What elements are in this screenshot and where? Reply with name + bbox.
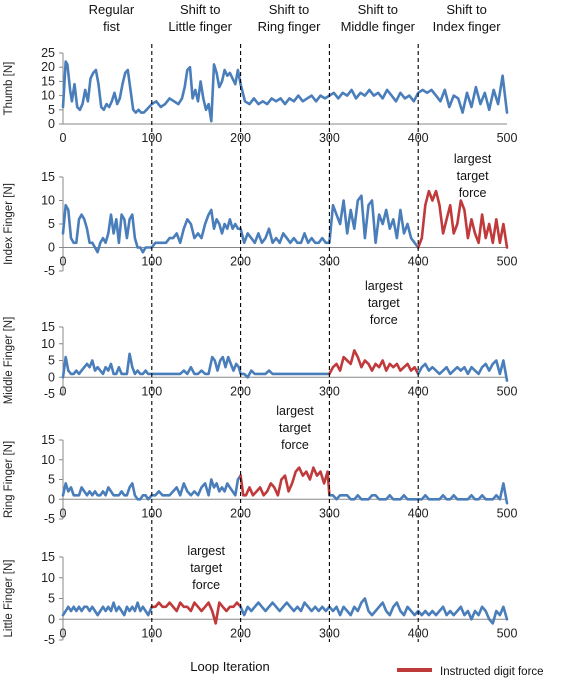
y-tick-label: 10 (41, 453, 55, 467)
x-tick-label: 500 (497, 255, 518, 269)
y-tick-label: 0 (48, 370, 55, 384)
force-line (61, 601, 154, 617)
y-tick-label: 15 (41, 170, 55, 184)
x-tick-label: 0 (60, 255, 67, 269)
force-line (416, 359, 509, 382)
x-tick-label: 400 (408, 384, 429, 398)
y-tick-label: 5 (48, 354, 55, 368)
x-tick-label: 500 (497, 384, 518, 398)
y-tick-label: 0 (48, 612, 55, 626)
x-tick-label: 200 (230, 384, 251, 398)
phase-header: Little finger (168, 19, 232, 34)
x-tick-label: 100 (141, 384, 162, 398)
largest-target-force-annotation: largest (365, 279, 403, 293)
instructed-force-line (150, 601, 242, 625)
largest-target-force-annotation: target (368, 296, 400, 310)
force-line (61, 352, 331, 379)
y-tick-label: 0 (48, 241, 55, 255)
legend-label: Instructed digit force (440, 666, 544, 678)
force-line (239, 597, 509, 625)
y-tick-label: 15 (41, 433, 55, 447)
y-tick-label: 10 (41, 337, 55, 351)
largest-target-force-annotation: largest (276, 404, 314, 418)
x-tick-label: 0 (60, 626, 67, 640)
y-tick-label: 0 (48, 117, 55, 131)
phase-header: Shift to (269, 2, 309, 17)
instructed-force-line (416, 189, 509, 249)
x-tick-label: 0 (60, 506, 67, 520)
x-tick-label: 500 (497, 506, 518, 520)
y-tick-label: 15 (41, 320, 55, 334)
force-line (61, 194, 420, 254)
y-tick-label: 5 (48, 217, 55, 231)
x-tick-label: 0 (60, 131, 67, 145)
largest-target-force-annotation: force (281, 438, 309, 452)
phase-header: Regular (89, 2, 135, 17)
y-tick-label: 20 (41, 60, 55, 74)
y-tick-label: -5 (44, 512, 55, 526)
y-axis-label: Index Finger [N] (3, 183, 15, 265)
y-axis-label: Thumb [N] (3, 62, 15, 116)
x-tick-label: 500 (497, 626, 518, 640)
y-axis-label: Middle Finger [N] (3, 317, 15, 405)
y-tick-label: 10 (41, 89, 55, 103)
phase-header: Ring finger (258, 19, 322, 34)
panel-2: -5 0 5 10 15 0 100 200 300 400 500 Middle Finger [N… (3, 279, 517, 404)
x-tick-label: 300 (319, 384, 340, 398)
largest-target-force-annotation: force (370, 313, 398, 327)
y-tick-label: -5 (44, 264, 55, 278)
y-tick-label: 0 (48, 492, 55, 506)
phase-header: Shift to (180, 2, 220, 17)
instructed-force-line (239, 466, 331, 497)
y-tick-label: 25 (41, 46, 55, 60)
y-tick-label: 15 (41, 74, 55, 88)
y-tick-label: 5 (48, 592, 55, 606)
phase-header: Shift to (358, 2, 398, 17)
y-tick-label: 15 (41, 550, 55, 564)
largest-target-force-annotation: force (192, 578, 220, 592)
largest-target-force-annotation: target (279, 421, 311, 435)
largest-target-force-annotation: force (459, 186, 487, 200)
phase-header: Middle finger (341, 19, 416, 34)
phase-header: Shift to (446, 2, 486, 17)
x-tick-label: 500 (497, 131, 518, 145)
y-tick-label: -5 (44, 633, 55, 647)
y-tick-label: 10 (41, 194, 55, 208)
y-tick-label: 5 (48, 473, 55, 487)
x-axis-label: Loop Iteration (190, 659, 270, 674)
instructed-force-line (328, 349, 420, 376)
force-line (61, 60, 509, 123)
y-tick-label: 5 (48, 103, 55, 117)
largest-target-force-annotation: largest (187, 544, 225, 558)
largest-target-force-annotation: largest (454, 152, 492, 166)
largest-target-force-annotation: target (457, 169, 489, 183)
y-tick-label: -5 (44, 387, 55, 401)
x-tick-label: 0 (60, 384, 67, 398)
largest-target-force-annotation: target (190, 561, 222, 575)
y-axis-label: Ring Finger [N] (3, 441, 15, 518)
phase-header: Index finger (433, 19, 502, 34)
y-tick-label: 10 (41, 571, 55, 585)
y-axis-label: Little Finger [N] (3, 560, 15, 638)
force-line (61, 474, 242, 501)
phase-header: fist (103, 19, 120, 34)
